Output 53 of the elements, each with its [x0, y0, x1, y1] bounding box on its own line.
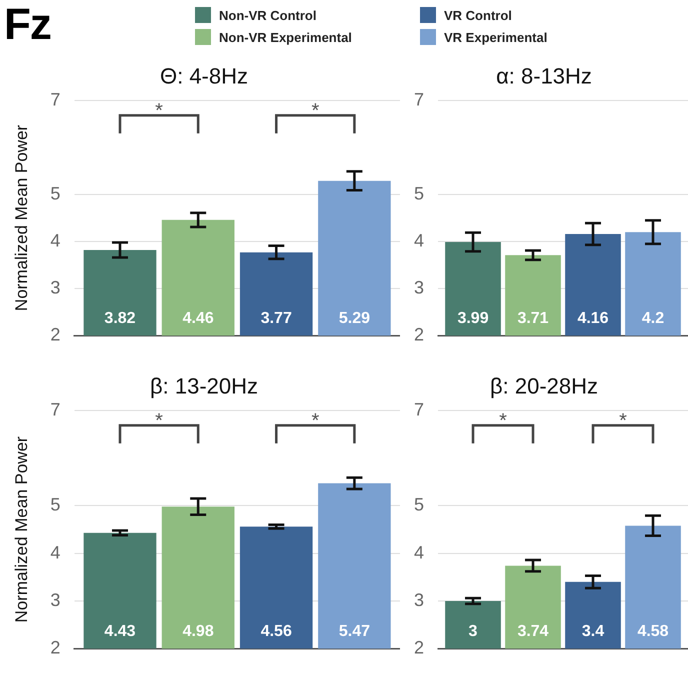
annotation: *: [155, 100, 164, 122]
data-label: 3.71: [517, 310, 549, 328]
chart-subtitle: Fz: [4, 0, 51, 50]
data-label: 4.98: [182, 623, 214, 640]
y-tick-label: 3: [414, 590, 424, 610]
legend-label: Non-VR Experimental: [219, 30, 352, 44]
annotation: *: [499, 410, 508, 432]
y-tick-label: 7: [414, 399, 424, 420]
legend-label: VR Experimental: [444, 30, 548, 44]
y-tick-label: 4: [414, 542, 424, 562]
chart-title: α: 8-13Hz: [496, 63, 592, 88]
legend-label: Non-VR Control: [219, 8, 316, 22]
y-tick-label: 2: [50, 324, 60, 345]
data-label: 4.56: [260, 623, 292, 640]
data-label: 3.77: [260, 310, 292, 328]
data-label: 5.29: [338, 310, 370, 328]
annotation: *: [311, 410, 320, 432]
data-label: 4.58: [637, 623, 669, 640]
chart-title: β: 13-20Hz: [150, 373, 258, 398]
data-label: 4.2: [642, 310, 664, 328]
y-tick-label: 5: [414, 183, 424, 204]
y-tick-label: 4: [50, 542, 60, 562]
data-label: 4.46: [182, 310, 214, 328]
y-axis-title: Normalized Mean Power: [12, 124, 31, 312]
data-label: 3: [468, 623, 478, 640]
y-tick-label: 4: [414, 230, 424, 250]
data-label: 3.82: [104, 310, 136, 328]
legend-label: VR Control: [444, 8, 512, 22]
y-tick-label: 2: [414, 324, 424, 345]
data-label: 4.16: [577, 310, 609, 328]
data-label: 3.74: [517, 623, 549, 640]
annotation: *: [619, 410, 628, 432]
data-label: 3.4: [582, 623, 604, 640]
annotation: *: [311, 100, 320, 122]
y-tick-label: 4: [50, 230, 60, 250]
y-tick-label: 7: [50, 89, 60, 110]
y-tick-label: 3: [50, 278, 60, 298]
data-label: 3.99: [457, 310, 489, 328]
annotation: *: [155, 410, 164, 432]
chart-title: Θ: 4-8Hz: [160, 63, 248, 88]
chart-title: β: 20-28Hz: [490, 373, 598, 398]
y-tick-label: 7: [50, 399, 60, 420]
y-tick-label: 5: [50, 183, 60, 204]
y-tick-label: 5: [50, 494, 60, 515]
y-tick-label: 5: [414, 494, 424, 515]
y-tick-label: 2: [50, 638, 60, 658]
y-tick-label: 2: [414, 638, 424, 658]
y-tick-label: 3: [414, 278, 424, 298]
y-tick-label: 7: [414, 89, 424, 110]
data-label: 4.43: [104, 623, 136, 640]
y-tick-label: 3: [50, 590, 60, 610]
y-axis-title: Normalized Mean Power: [12, 436, 31, 623]
data-label: 5.47: [338, 623, 370, 640]
